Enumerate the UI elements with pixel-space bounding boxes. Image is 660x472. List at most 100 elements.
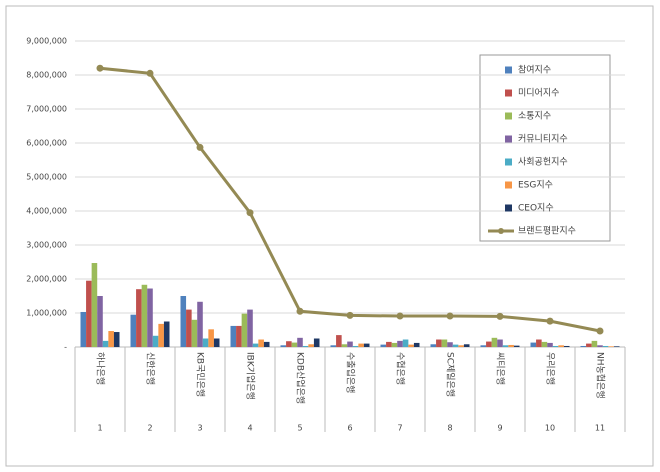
bar (313, 338, 320, 347)
line-point (196, 143, 204, 151)
x-tick-number: 11 (595, 424, 605, 433)
bar (502, 345, 509, 347)
y-tick-label: 6,000,000 (26, 139, 67, 148)
line-point (346, 311, 354, 319)
line-point (296, 307, 304, 315)
x-tick-number: 7 (397, 424, 402, 433)
y-tick-label: 8,000,000 (26, 71, 67, 80)
bar (263, 341, 270, 347)
bar (202, 338, 209, 347)
bar (591, 340, 598, 347)
bar (247, 309, 253, 347)
bar (430, 344, 437, 347)
bar (86, 280, 92, 347)
bar (258, 339, 264, 347)
x-tick-number: 4 (247, 424, 252, 433)
y-tick-label: 7,000,000 (26, 105, 67, 114)
y-tick-label: - (64, 343, 67, 352)
legend-swatch (505, 66, 512, 74)
bar (358, 343, 364, 347)
bar (441, 339, 448, 347)
bar (530, 342, 537, 347)
x-tick-number: 2 (147, 424, 152, 433)
bar (613, 346, 620, 347)
line-point (96, 64, 104, 72)
bar (352, 345, 359, 347)
bar (280, 345, 287, 347)
bar (458, 345, 464, 347)
legend-label: ESG지수 (518, 180, 553, 191)
bar (486, 341, 492, 347)
bar (102, 340, 109, 347)
line-point (496, 312, 504, 320)
bar (463, 344, 470, 347)
x-tick-number: 3 (197, 424, 202, 433)
legend-marker (498, 228, 504, 234)
bar (186, 309, 192, 347)
line-point (146, 69, 154, 77)
bar (147, 288, 153, 347)
bar (386, 341, 392, 347)
bar (380, 344, 387, 347)
y-tick-label: 9,000,000 (26, 37, 67, 46)
legend-swatch (505, 89, 512, 97)
bar (452, 344, 459, 347)
x-tick-label: KDB산업은행 (295, 352, 307, 404)
legend-swatch (505, 181, 512, 189)
y-tick-label: 1,000,000 (26, 309, 67, 318)
bar (547, 342, 553, 347)
x-tick-number: 5 (297, 424, 302, 433)
bar (80, 311, 87, 347)
bar (586, 343, 592, 347)
bar (230, 325, 237, 347)
bar (180, 296, 187, 347)
x-tick-label: 수협은행 (395, 352, 407, 385)
bar (497, 339, 503, 347)
y-tick-label: 3,000,000 (26, 241, 67, 250)
bar (341, 344, 348, 347)
bar (191, 319, 198, 347)
bar (336, 335, 342, 347)
x-tick-label: 하나은행 (95, 352, 107, 385)
bar (163, 321, 170, 347)
x-tick-label: 우리은행 (545, 352, 557, 385)
legend-label: 커뮤니티지수 (518, 134, 568, 145)
bar (97, 296, 103, 347)
x-tick-number: 8 (447, 424, 452, 433)
legend-label: 참여지수 (518, 64, 551, 76)
legend-swatch (505, 112, 512, 120)
bar (208, 329, 214, 347)
bar (480, 345, 487, 347)
y-tick-label: 2,000,000 (26, 275, 67, 284)
bar (136, 289, 142, 347)
bar (447, 342, 453, 347)
bar (397, 340, 403, 347)
bar (113, 332, 120, 347)
bar (330, 345, 337, 347)
bar (241, 313, 248, 347)
line-point (246, 209, 254, 217)
bar (558, 345, 564, 347)
x-tick-number: 9 (497, 424, 502, 433)
bar (391, 342, 398, 347)
bar (297, 337, 303, 347)
bar (602, 345, 609, 347)
bar (130, 314, 137, 347)
x-tick-label: KB국민은행 (195, 352, 207, 397)
line-point (446, 312, 454, 320)
bar (563, 345, 570, 347)
bar (152, 335, 159, 347)
x-tick-number: 1 (97, 424, 102, 433)
x-tick-label: SC제일은행 (445, 352, 457, 397)
x-tick-label: IBK기업은행 (245, 352, 257, 400)
bar (158, 323, 164, 347)
line-point (396, 312, 404, 320)
bar (291, 342, 298, 347)
bar (580, 345, 587, 347)
legend-label: 사회공헌지수 (518, 157, 568, 168)
legend-label: 미디어지수 (518, 88, 559, 99)
bar (597, 345, 603, 347)
bar (197, 301, 203, 347)
x-tick-label: 씨티은행 (495, 352, 507, 385)
